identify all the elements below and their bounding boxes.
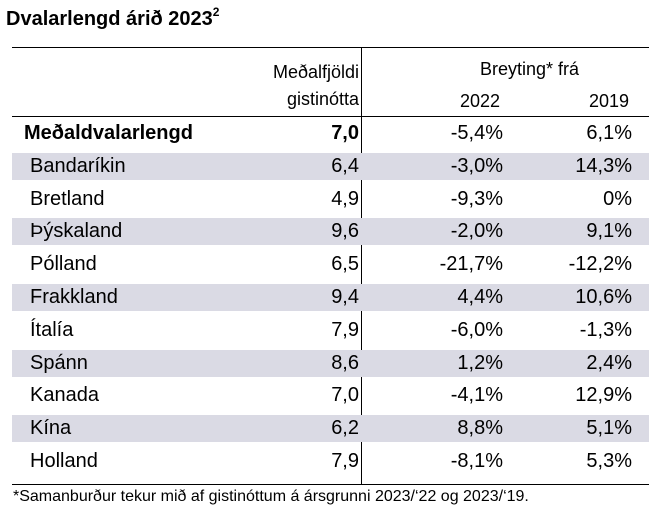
title-superscript: 2	[212, 5, 220, 19]
change-2019-value: 10,6%	[575, 286, 632, 308]
country-name: Pólland	[30, 253, 97, 276]
change-2022-value: -6,0%	[450, 318, 503, 341]
country-name: Spánn	[30, 351, 88, 374]
top-rule	[12, 47, 649, 48]
header-year-2022: 2022	[459, 91, 500, 111]
header-change: Breyting* frá	[480, 59, 580, 79]
change-2022-value: 8,8%	[457, 417, 503, 440]
country-name: Frakkland	[30, 286, 118, 308]
change-2022-value: -4,1%	[450, 384, 503, 407]
change-2019-value: 14,3%	[575, 154, 632, 177]
change-2022-value: -9,3%	[450, 187, 503, 210]
avg-nights-value: 6,4	[331, 154, 359, 177]
change-2019-value: 5,3%	[586, 450, 632, 472]
change-2019-value: -12,2%	[568, 253, 632, 276]
header-year-2019: 2019	[588, 91, 629, 111]
country-name: Bandaríkin	[30, 154, 126, 177]
change-2022-value: -2,0%	[450, 220, 503, 243]
table-row: Ítalía 7,9 -6,0% -1,3%	[12, 317, 649, 344]
table-row: Frakkland 9,4 4,4% 10,6%	[12, 284, 649, 311]
avg-nights-value: 7,0	[331, 122, 359, 144]
change-2019-value: 6,1%	[586, 122, 632, 144]
avg-nights-value: 9,4	[331, 286, 359, 308]
table-row: Bandaríkin 6,4 -3,0% 14,3%	[12, 152, 649, 180]
country-name: Þýskaland	[30, 220, 123, 243]
change-2022-value: -5,4%	[450, 122, 503, 144]
avg-nights-value: 6,2	[331, 417, 359, 440]
change-2022-value: -3,0%	[450, 154, 503, 177]
table-row: Spánn 8,6 1,2% 2,4%	[12, 349, 649, 377]
change-2019-value: 5,1%	[586, 417, 632, 440]
page-title: Dvalarlengd árið 20232	[6, 5, 219, 31]
change-2019-value: 12,9%	[575, 384, 632, 407]
country-name: Kína	[30, 417, 72, 440]
table-row: Þýskaland 9,6 -2,0% 9,1%	[12, 218, 649, 246]
avg-nights-value: 8,6	[331, 351, 359, 374]
header-avg-line2: gistinótta	[286, 89, 359, 109]
avg-nights-value: 7,9	[331, 318, 359, 341]
total-row: Meðaldvalarlengd 7,0 -5,4% 6,1%	[12, 120, 649, 147]
header-rule	[12, 116, 649, 117]
avg-nights-value: 7,0	[331, 384, 359, 407]
change-2022-value: 1,2%	[457, 351, 503, 374]
table-row: Bretland 4,9 -9,3% 0%	[12, 186, 649, 213]
country-name: Bretland	[30, 187, 105, 210]
header-avg-line1: Meðalfjöldi	[272, 62, 359, 82]
change-2022-value: 4,4%	[457, 286, 503, 308]
footnote: *Samanburður tekur mið af gistinóttum á …	[13, 488, 529, 505]
country-name: Holland	[30, 450, 98, 472]
table-row: Holland 7,9 -8,1% 5,3%	[12, 448, 649, 475]
avg-nights-value: 9,6	[331, 220, 359, 243]
avg-nights-value: 6,5	[331, 253, 359, 276]
table-row: Kína 6,2 8,8% 5,1%	[12, 415, 649, 443]
change-2019-value: 0%	[603, 187, 632, 210]
title-text: Dvalarlengd árið 2023	[6, 8, 213, 30]
country-name: Ítalía	[30, 318, 74, 341]
change-2022-value: -21,7%	[439, 253, 503, 276]
table-row: Pólland 6,5 -21,7% -12,2%	[12, 251, 649, 278]
avg-nights-value: 7,9	[331, 450, 359, 472]
change-2019-value: -1,3%	[579, 318, 632, 341]
change-2019-value: 2,4%	[586, 351, 632, 374]
column-divider	[361, 48, 362, 485]
country-name: Meðaldvalarlengd	[24, 122, 193, 144]
bottom-rule	[12, 484, 649, 485]
change-2022-value: -8,1%	[450, 450, 503, 472]
table-row: Kanada 7,0 -4,1% 12,9%	[12, 382, 649, 409]
avg-nights-value: 4,9	[331, 187, 359, 210]
country-name: Kanada	[30, 384, 99, 407]
change-2019-value: 9,1%	[586, 220, 632, 243]
